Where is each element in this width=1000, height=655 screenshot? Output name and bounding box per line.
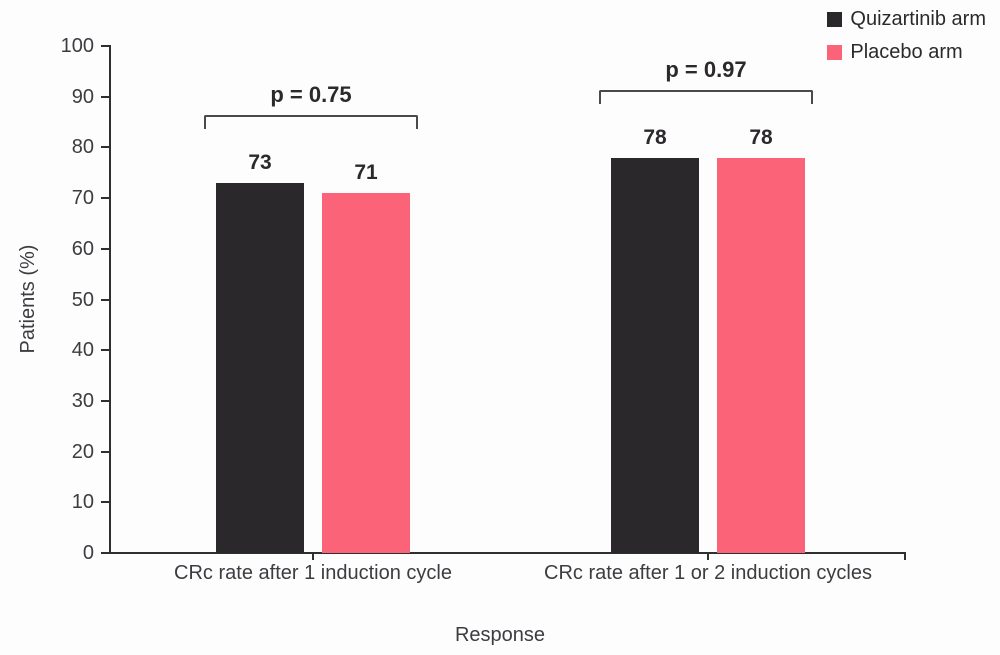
- y-tick: [101, 247, 109, 250]
- y-tick-label: 10: [71, 491, 94, 514]
- y-tick-label: 80: [71, 136, 94, 159]
- legend-swatch-placebo-icon: [827, 45, 843, 60]
- y-tick: [101, 95, 109, 98]
- x-category-label: CRc rate after 1 or 2 induction cycles: [544, 562, 872, 584]
- x-tick: [707, 553, 709, 560]
- x-axis-end-tick: [904, 553, 906, 560]
- y-tick-label: 70: [71, 187, 94, 210]
- y-tick-label: 20: [71, 440, 94, 463]
- y-tick-label: 90: [71, 85, 94, 108]
- x-axis-title: Response: [454, 624, 546, 646]
- y-tick: [101, 552, 109, 554]
- y-tick: [101, 45, 109, 47]
- x-tick: [312, 553, 314, 560]
- significance-bracket: [599, 89, 813, 104]
- bar-value-label: 73: [248, 150, 272, 174]
- bar-quizartinib-group1: [216, 182, 304, 553]
- legend-item-quizartinib: Quizartinib arm: [827, 8, 986, 31]
- p-value-label: p = 0.75: [270, 81, 352, 107]
- y-tick: [101, 197, 109, 200]
- legend: Quizartinib arm Placebo arm: [827, 8, 986, 64]
- significance-bracket: [204, 114, 418, 129]
- x-axis-line: [109, 552, 906, 554]
- y-tick-label: 40: [71, 339, 94, 362]
- bar-placebo-group2: [717, 157, 805, 553]
- y-tick: [101, 501, 109, 504]
- bar-value-label: 71: [354, 161, 378, 185]
- y-axis-line: [109, 45, 111, 553]
- legend-item-placebo: Placebo arm: [827, 41, 986, 64]
- bar-quizartinib-group2: [611, 157, 699, 553]
- y-tick: [101, 146, 109, 149]
- y-tick: [101, 450, 109, 453]
- p-value-label: p = 0.97: [665, 56, 747, 82]
- legend-swatch-quizartinib-icon: [827, 12, 843, 27]
- y-tick-label: 0: [82, 542, 94, 564]
- y-tick-label: 100: [60, 35, 94, 57]
- y-tick-label: 60: [71, 237, 94, 260]
- bar-placebo-group1: [322, 193, 410, 553]
- y-tick: [101, 349, 109, 352]
- y-tick: [101, 298, 109, 301]
- y-tick-label: 50: [71, 288, 94, 311]
- bar-value-label: 78: [643, 125, 667, 149]
- legend-label-placebo: Placebo arm: [850, 41, 963, 63]
- bar-value-label: 78: [749, 125, 773, 149]
- y-tick-label: 30: [71, 389, 94, 412]
- y-tick: [101, 399, 109, 402]
- x-category-label: CRc rate after 1 induction cycle: [174, 562, 452, 584]
- legend-label-quizartinib: Quizartinib arm: [850, 8, 986, 30]
